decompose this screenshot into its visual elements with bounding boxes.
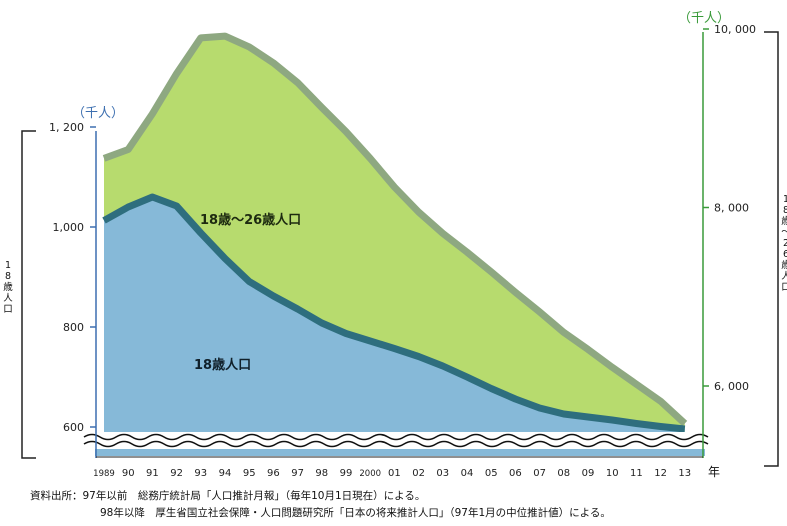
x-tick-label: 04 (461, 468, 474, 479)
x-tick-label: 2000 (359, 469, 381, 479)
left-axis-unit: （千人） (72, 106, 124, 121)
right-tick-label: 6, 000 (714, 380, 749, 393)
x-tick-label: 1989 (93, 469, 115, 479)
x-tick-label: 91 (146, 468, 159, 479)
x-tick-label: 13 (678, 468, 691, 479)
axis-break-wave-bottom (83, 440, 709, 448)
right-tick-label: 8, 000 (714, 202, 749, 215)
x-tick-label: 92 (170, 468, 183, 479)
left-tick-label: 600 (63, 421, 84, 434)
population-chart: 600 800 1,000 1, 200 6, 000 8, 000 10, 000 19… (3, 11, 787, 479)
x-tick-label: 08 (557, 468, 570, 479)
right-axis-bracket (764, 31, 779, 467)
source-line-2: 98年以降 厚生省国立社会保障・人口問題研究所「日本の将来推計人口」（97年1月… (100, 507, 611, 519)
x-axis-label: 年 (708, 465, 720, 479)
line-18 (102, 193, 686, 433)
right-tick-label: 10, 000 (714, 23, 756, 36)
x-tick-label: 11 (630, 468, 643, 479)
left-tick-label: 800 (63, 321, 84, 334)
source-line-1: 資料出所：97年以前 総務庁統計局「人口推計月報」（毎年10月1日現在）による。 (30, 490, 426, 502)
x-tick-label: 06 (509, 468, 522, 479)
x-tick-label: 97 (291, 468, 304, 479)
x-tick-label: 03 (436, 468, 449, 479)
area-18 (104, 197, 685, 456)
x-tick-label: 05 (485, 468, 498, 479)
left-axis-label: 1 8 歳人口 (3, 260, 13, 315)
x-tick-label: 96 (267, 468, 280, 479)
x-tick-label: 09 (582, 468, 595, 479)
left-tick-label: 1, 200 (49, 121, 84, 134)
x-tick-label: 98 (315, 468, 328, 479)
x-tick-label: 07 (533, 468, 546, 479)
x-tick-label: 10 (606, 468, 619, 479)
x-tick-label: 94 (219, 468, 232, 479)
line-18-26 (102, 32, 688, 427)
x-tick-label: 90 (122, 468, 135, 479)
axis-break-wave-top (83, 433, 709, 441)
x-tick-label: 95 (243, 468, 256, 479)
right-axis-unit: （千人） (678, 11, 730, 26)
series-label-18-26: 18歳〜26歳人口 (200, 212, 301, 228)
right-axis-label: 18歳〜26歳人口 (781, 194, 787, 293)
x-tick-label: 01 (388, 468, 401, 479)
x-tick-label: 93 (194, 468, 207, 479)
left-axis-bracket (21, 130, 36, 459)
series-label-18: 18歳人口 (194, 357, 251, 373)
left-tick-label: 1,000 (53, 221, 85, 234)
x-tick-label: 02 (412, 468, 425, 479)
x-tick-label: 12 (654, 468, 667, 479)
x-tick-label: 99 (340, 468, 353, 479)
